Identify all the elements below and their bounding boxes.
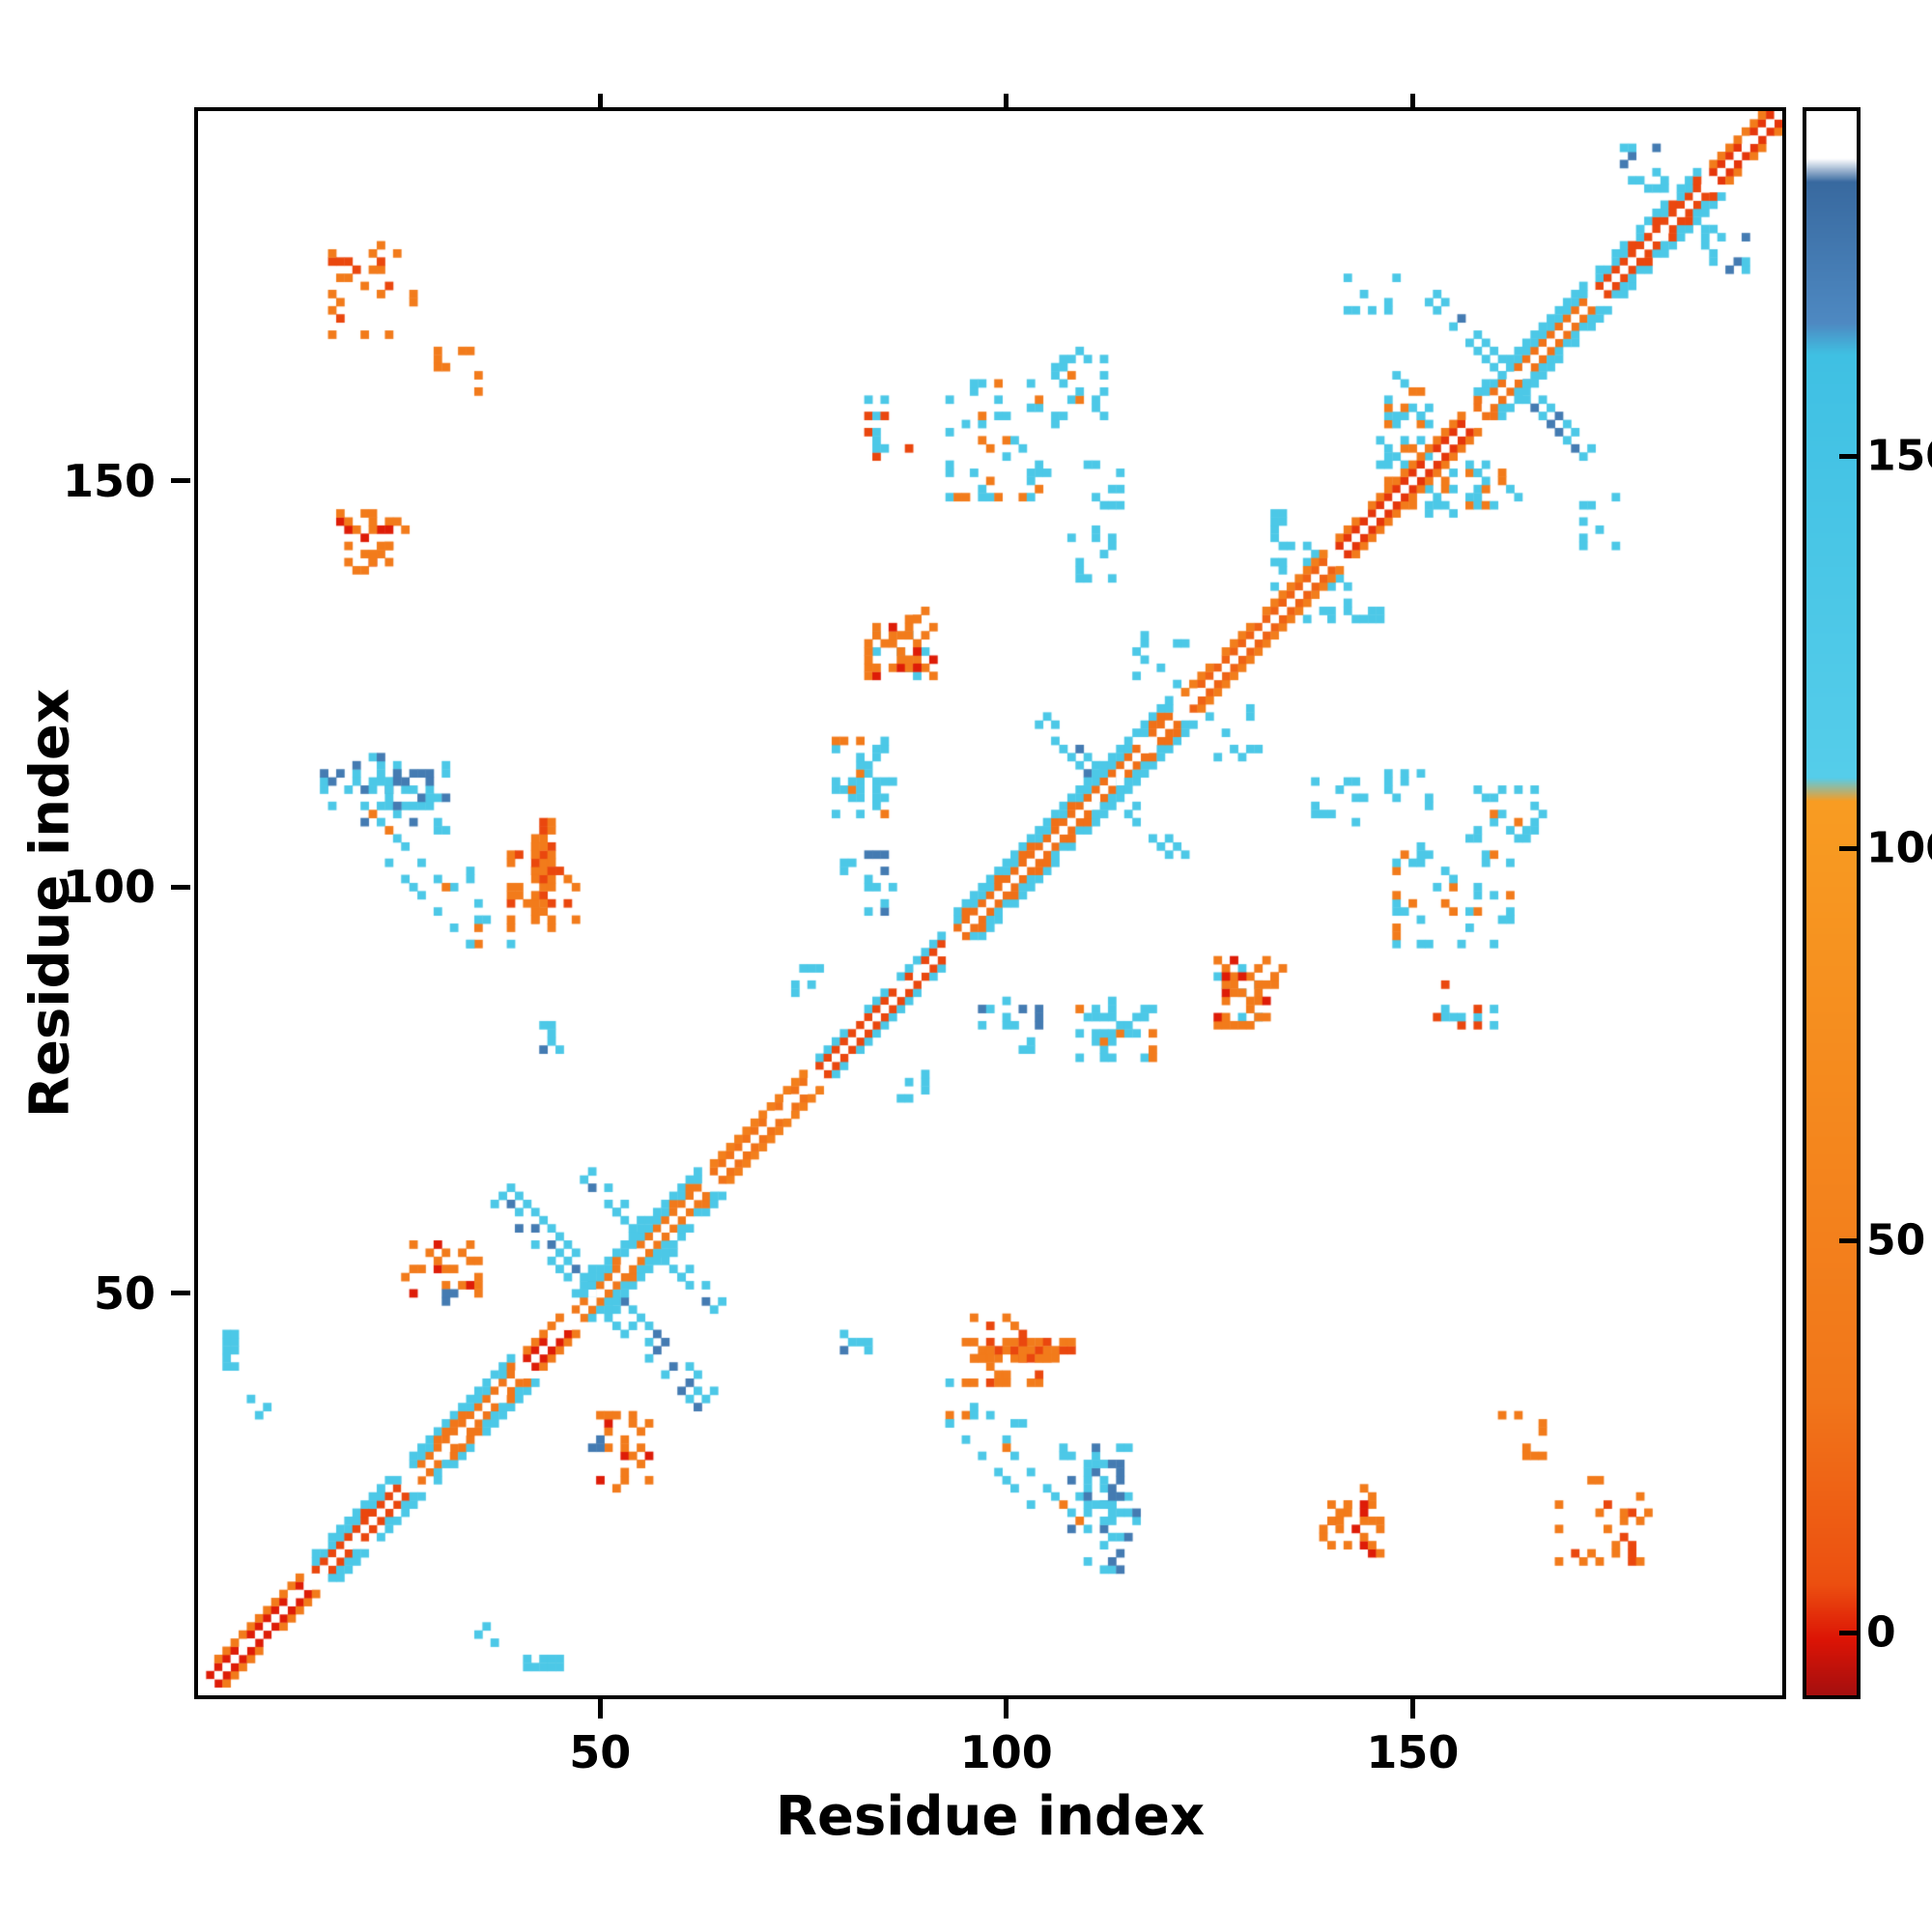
colorbar-gradient-canvas	[1806, 111, 1857, 1695]
colorbar-tick-mark	[1839, 845, 1857, 851]
x-axis-title: Residue index	[775, 1785, 1206, 1848]
y-tick-label: 50	[93, 1266, 156, 1320]
y-tick-mark	[171, 884, 190, 890]
plot-area	[194, 107, 1786, 1699]
colorbar-tick-mark	[1839, 453, 1857, 459]
colorbar-tick-label: 150	[1866, 431, 1932, 481]
x-tick-label: 150	[1366, 1726, 1460, 1778]
x-tick-mark-top	[1004, 94, 1009, 107]
x-tick-mark-top	[597, 94, 603, 107]
x-tick-label: 100	[959, 1726, 1053, 1778]
y-tick-mark	[171, 478, 190, 484]
colorbar-tick-label: 50	[1866, 1215, 1926, 1265]
y-tick-mark	[171, 1291, 190, 1296]
colorbar-tick-mark	[1839, 1237, 1857, 1243]
x-tick-label: 50	[569, 1726, 632, 1778]
colorbar-tick-mark	[1839, 1630, 1857, 1635]
x-tick-mark	[597, 1699, 603, 1719]
colorbar-tick-label: 0	[1866, 1607, 1896, 1658]
x-tick-mark	[1409, 1699, 1415, 1719]
colorbar	[1803, 107, 1861, 1699]
x-tick-mark-top	[1409, 94, 1415, 107]
heatmap-canvas	[198, 111, 1782, 1695]
y-tick-label: 100	[62, 861, 156, 914]
y-tick-label: 150	[62, 454, 156, 507]
colorbar-tick-label: 100	[1866, 823, 1932, 873]
x-tick-mark	[1004, 1699, 1009, 1719]
